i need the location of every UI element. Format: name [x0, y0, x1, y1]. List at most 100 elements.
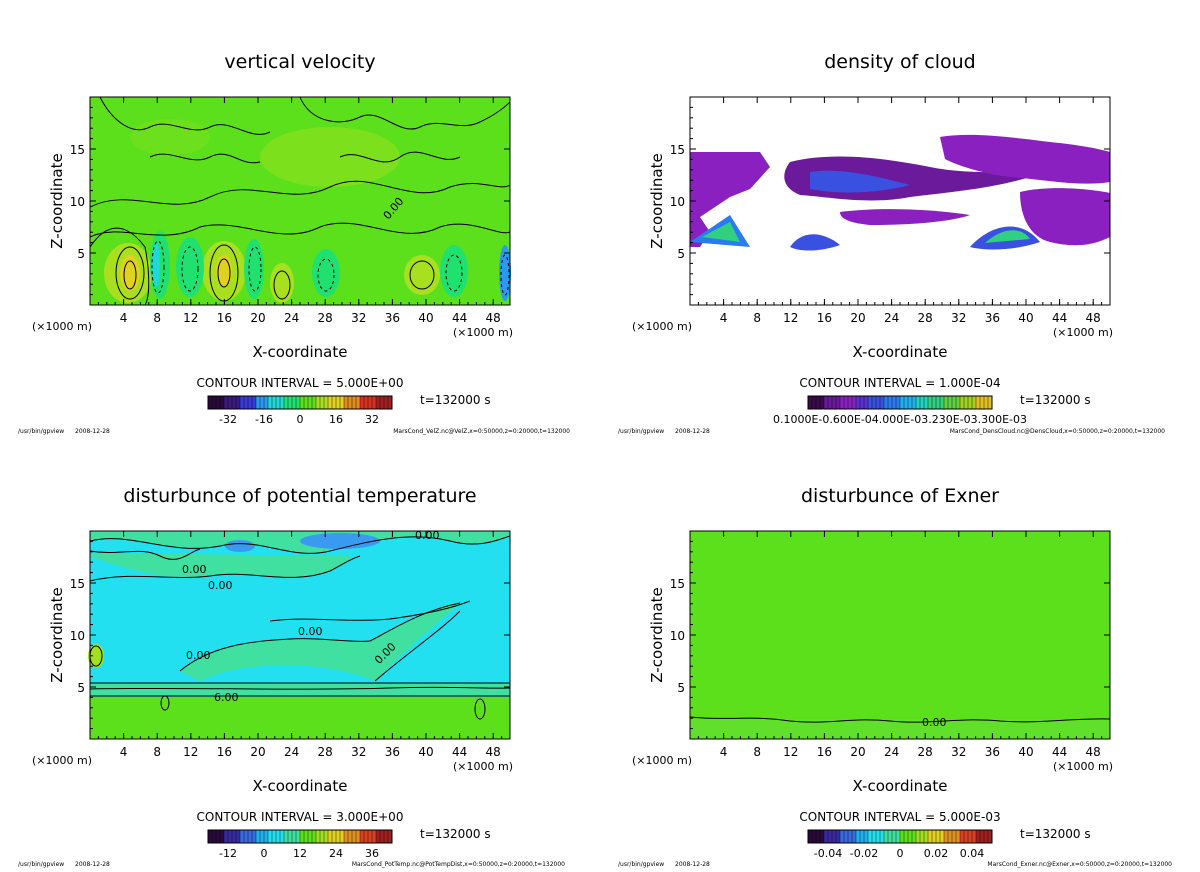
- colorbar-cell: [220, 830, 225, 843]
- time-label: t=132000 s: [1020, 827, 1091, 841]
- y-axis-label: Z-coordinate: [648, 587, 666, 682]
- colorbar-cell: [312, 396, 317, 409]
- x-tick-label: 20: [250, 311, 265, 325]
- colorbar-cell: [360, 396, 365, 409]
- colorbar-cell: [848, 830, 853, 843]
- colorbar-cell: [236, 396, 241, 409]
- cloud-layer: [985, 230, 1030, 243]
- colorbar-cell: [860, 830, 865, 843]
- x-ticks: 4 8 12 16 20 24 28 32 36 40 44 48: [689, 97, 1111, 325]
- colorbar-cell: [348, 396, 353, 409]
- colorbar-cell: [828, 396, 833, 409]
- colorbar-cell: [232, 396, 237, 409]
- colorbar-tick-label: -0.04: [814, 847, 842, 860]
- colorbar-tick-label: 0: [261, 847, 268, 860]
- colorbar-cell: [344, 396, 349, 409]
- contour-line: [374, 610, 461, 682]
- program-path: /usr/bin/gpview: [18, 861, 64, 868]
- contour-line: [89, 222, 511, 238]
- colorbar-cell: [252, 396, 257, 409]
- colorbar-cell: [940, 396, 945, 409]
- colorbar-cell: [976, 396, 981, 409]
- downdraft-region: [176, 237, 204, 297]
- x-tick-label: 8: [153, 745, 161, 759]
- y-tick-label: 10: [70, 195, 85, 209]
- contour-line: [181, 246, 199, 292]
- contour-label: 6.00: [214, 691, 239, 704]
- file-info: MarsCond_Exner.nc@Exner,x=0:50000,z=0:20…: [987, 861, 1172, 868]
- colorbar-cell: [896, 830, 901, 843]
- colorbar-tick-label: 16: [329, 413, 343, 426]
- colorbar-cell: [980, 396, 985, 409]
- colorbar-cell: [388, 396, 393, 409]
- plot-area: 0.00 0.00 0.00 0.00 0.00 0.00 6.00: [88, 529, 511, 740]
- y-tick-label: 5: [677, 681, 685, 695]
- colorbar-cell: [332, 396, 337, 409]
- x-tick-label: 40: [1018, 311, 1033, 325]
- contour-lines: [89, 96, 511, 306]
- x-tick-label: 16: [817, 745, 832, 759]
- x-tick-label: 24: [884, 311, 899, 325]
- downdraft-region: [499, 245, 511, 301]
- colorbar-cell: [372, 396, 377, 409]
- colorbar-cell: [928, 396, 933, 409]
- cloud-field: [690, 134, 1110, 251]
- colorbar-cell: [224, 830, 229, 843]
- colorbar-cell: [884, 396, 889, 409]
- x-tick-label: 32: [951, 745, 966, 759]
- colorbar-cell: [280, 830, 285, 843]
- x-tick-label: 48: [486, 311, 501, 325]
- colorbar-cell: [816, 830, 821, 843]
- x-ticks: 4 8 12 16 20 24 28 32 36 40 44 48: [89, 531, 511, 759]
- colorbar-cell: [836, 396, 841, 409]
- colorbar-cell: [320, 830, 325, 843]
- colorbar-cell: [912, 396, 917, 409]
- panel-title: density of cloud: [824, 51, 976, 73]
- y-tick-label: 15: [70, 577, 85, 591]
- colorbar-cell: [952, 830, 957, 843]
- colorbar-cell: [288, 830, 293, 843]
- x-unit-left: (×1000 m): [32, 320, 92, 333]
- x-unit-right: (×1000 m): [1053, 326, 1113, 339]
- colorbar-cell: [932, 396, 937, 409]
- y-tick-label: 5: [677, 247, 685, 261]
- x-ticks: 4 8 12 16 20 24 28 32 36 40 44 48: [89, 97, 511, 325]
- lower-layer: [690, 719, 1110, 739]
- contour-line: [248, 246, 262, 292]
- colorbar-cell: [964, 396, 969, 409]
- contour-line: [299, 96, 511, 130]
- colorbar-cell: [296, 830, 301, 843]
- colorbar-cell: [304, 830, 309, 843]
- colorbar-cell: [948, 830, 953, 843]
- contour-interval: CONTOUR INTERVAL = 5.000E-03: [799, 810, 1000, 824]
- colorbar-cell: [808, 830, 813, 843]
- colorbar-cell: [376, 830, 381, 843]
- colorbar-cell: [896, 396, 901, 409]
- colorbar-cell: [920, 396, 925, 409]
- colorbar-cell: [276, 396, 281, 409]
- colorbar-cell: [832, 396, 837, 409]
- colorbar-cell: [228, 396, 233, 409]
- y-tick-label: 5: [77, 247, 85, 261]
- colorbar-cell: [888, 830, 893, 843]
- colorbar-cell: [844, 396, 849, 409]
- program-path: /usr/bin/gpview: [618, 428, 664, 435]
- colorbar-cell: [316, 830, 321, 843]
- y-tick-label: 10: [70, 629, 85, 643]
- colorbar-cell: [852, 396, 857, 409]
- colorbar-cell: [364, 830, 369, 843]
- colorbar-cell: [888, 396, 893, 409]
- x-tick-label: 12: [783, 745, 798, 759]
- colorbar-cell: [824, 830, 829, 843]
- colorbar-cell: [348, 830, 353, 843]
- contour-label: 0.00: [186, 649, 211, 662]
- colorbar-cell: [268, 830, 273, 843]
- colorbar-cell: [308, 830, 313, 843]
- colorbar-cell: [380, 830, 385, 843]
- colorbar-cell: [872, 830, 877, 843]
- colorbar-cell: [952, 396, 957, 409]
- colorbar-cell: [232, 830, 237, 843]
- colorbar-cell: [244, 830, 249, 843]
- colorbar-cell: [316, 396, 321, 409]
- colorbar-cell: [352, 830, 357, 843]
